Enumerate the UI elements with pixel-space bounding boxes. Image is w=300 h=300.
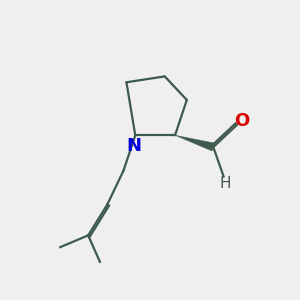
Polygon shape (175, 135, 214, 151)
Text: O: O (234, 112, 249, 130)
Text: N: N (126, 137, 141, 155)
Text: H: H (219, 176, 231, 191)
